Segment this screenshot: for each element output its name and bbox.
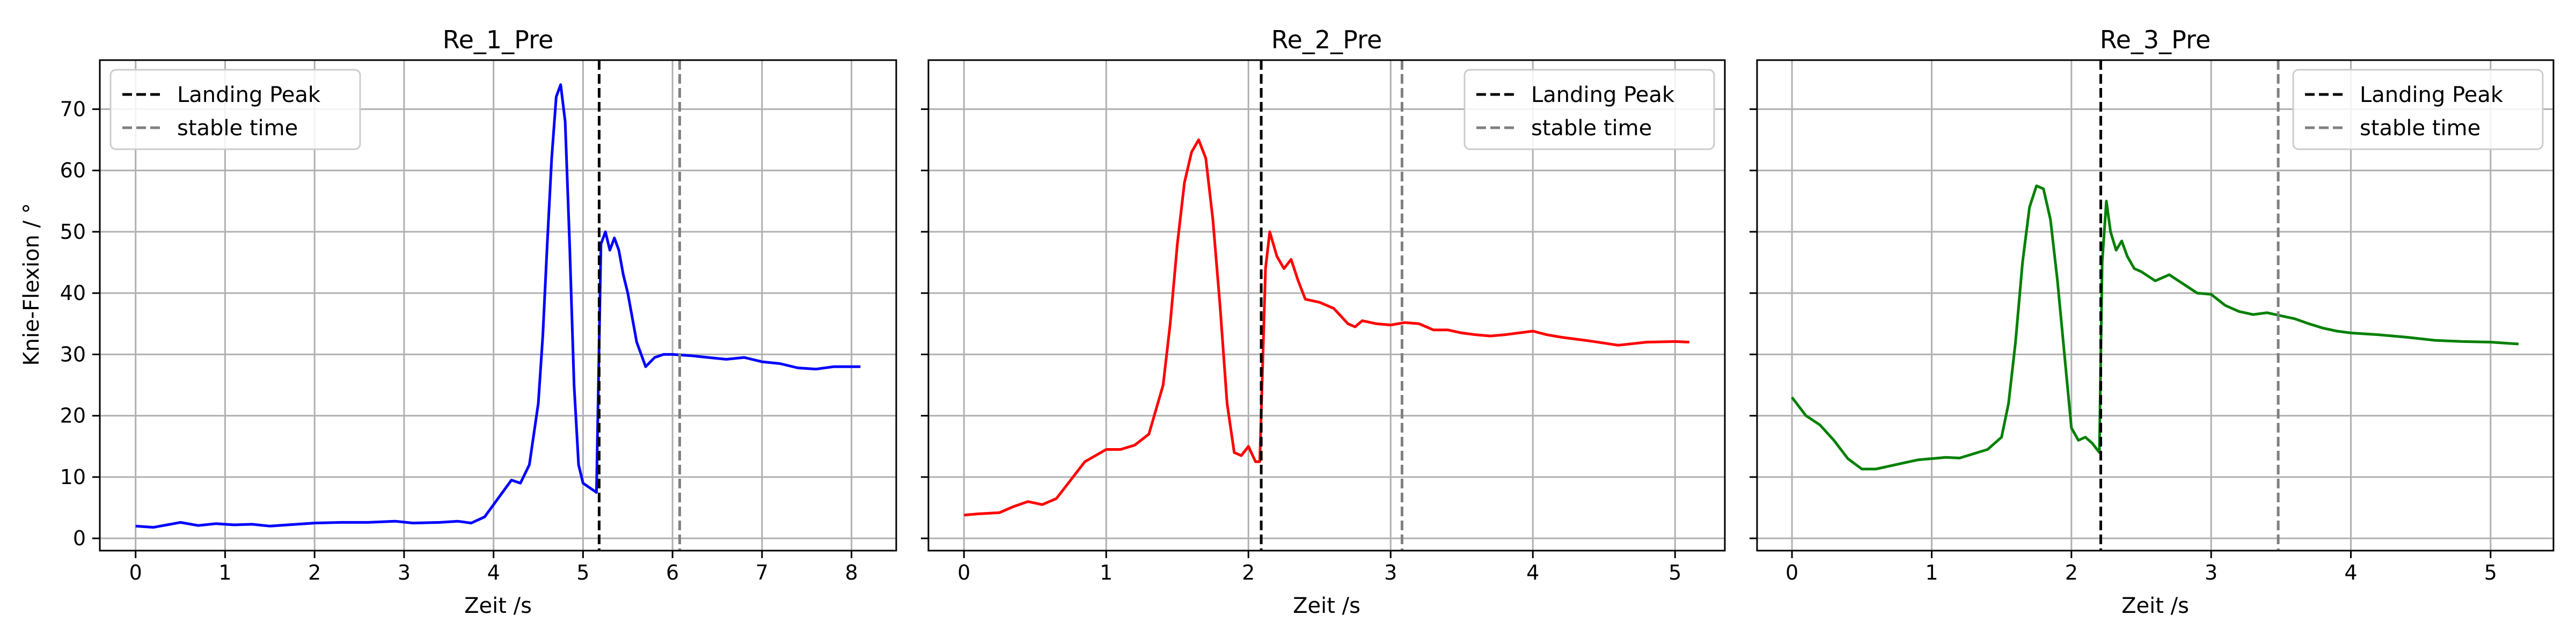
legend-label: Landing Peak bbox=[177, 83, 321, 107]
legend-box bbox=[109, 69, 361, 150]
chart-title: Re_2_Pre bbox=[1271, 25, 1382, 54]
y-tick-label: 30 bbox=[60, 342, 86, 366]
x-tick-label: 4 bbox=[487, 561, 500, 584]
x-tick-label: 8 bbox=[845, 561, 858, 584]
y-tick-label: 50 bbox=[60, 220, 86, 244]
series-line bbox=[135, 83, 861, 529]
x-tick-label: 1 bbox=[218, 561, 231, 584]
x-axis-label: Zeit /s bbox=[2121, 594, 2189, 618]
x-tick-label: 4 bbox=[1526, 561, 1539, 584]
chart-panel-3: 0 1 2 3 4 5 Re_3_Pre Zeit /s Landing Peak stable … bbox=[1750, 25, 2555, 618]
legend-label: stable time bbox=[177, 116, 298, 141]
legend-box bbox=[2292, 69, 2544, 150]
x-axis-label: Zeit /s bbox=[1293, 594, 1360, 618]
legend: Landing Peak stable time bbox=[1463, 69, 1715, 150]
series-line bbox=[964, 138, 1689, 517]
chart-panel-1: 0 1 2 3 4 5 6 7 8 0 10 20 30 40 50 60 70 Re_1_Pre Zeit /s L… bbox=[60, 25, 897, 618]
y-tick-label: 40 bbox=[60, 281, 86, 305]
x-tick-label: 7 bbox=[756, 561, 769, 584]
x-tick-label: 3 bbox=[2205, 561, 2218, 584]
legend-label: stable time bbox=[1531, 116, 1652, 141]
x-tick-label: 4 bbox=[2344, 561, 2357, 584]
y-tick-label: 10 bbox=[60, 465, 86, 489]
y-axis-label: Knie-Flexion / ° bbox=[19, 203, 44, 365]
legend: Landing Peak stable time bbox=[109, 69, 361, 150]
x-tick-label: 5 bbox=[2484, 561, 2497, 584]
y-tick-label: 0 bbox=[73, 526, 86, 550]
x-tick-label: 2 bbox=[2065, 561, 2078, 584]
plot-frame bbox=[1756, 59, 2555, 552]
x-tick-label: 0 bbox=[957, 561, 970, 584]
legend-label: Landing Peak bbox=[1531, 83, 1675, 107]
x-tick-label: 0 bbox=[129, 561, 142, 584]
legend-label: Landing Peak bbox=[2360, 83, 2504, 107]
series-line bbox=[1791, 184, 2519, 471]
x-tick-label: 3 bbox=[398, 561, 411, 584]
chart-panel-2: 0 1 2 3 4 5 Re_2_Pre Zeit /s Landing Peak stable … bbox=[921, 25, 1726, 618]
y-tick-label: 70 bbox=[60, 97, 86, 121]
x-tick-label: 1 bbox=[1925, 561, 1938, 584]
y-tick-label: 20 bbox=[60, 404, 86, 428]
chart-title: Re_1_Pre bbox=[443, 25, 554, 54]
chart-title: Re_3_Pre bbox=[2100, 25, 2211, 54]
x-tick-label: 1 bbox=[1100, 561, 1113, 584]
x-tick-label: 3 bbox=[1384, 561, 1397, 584]
legend: Landing Peak stable time bbox=[2292, 69, 2544, 150]
plot-frame bbox=[927, 59, 1726, 552]
x-tick-label: 5 bbox=[576, 561, 589, 584]
plot-frame bbox=[99, 59, 897, 552]
x-axis-label: Zeit /s bbox=[464, 594, 532, 618]
x-tick-label: 2 bbox=[1242, 561, 1255, 584]
legend-label: stable time bbox=[2360, 116, 2480, 141]
y-tick-label: 60 bbox=[60, 159, 86, 182]
x-tick-label: 6 bbox=[666, 561, 679, 584]
x-tick-label: 0 bbox=[1785, 561, 1798, 584]
x-tick-label: 5 bbox=[1668, 561, 1681, 584]
x-tick-label: 2 bbox=[308, 561, 321, 584]
legend-box bbox=[1463, 69, 1715, 150]
